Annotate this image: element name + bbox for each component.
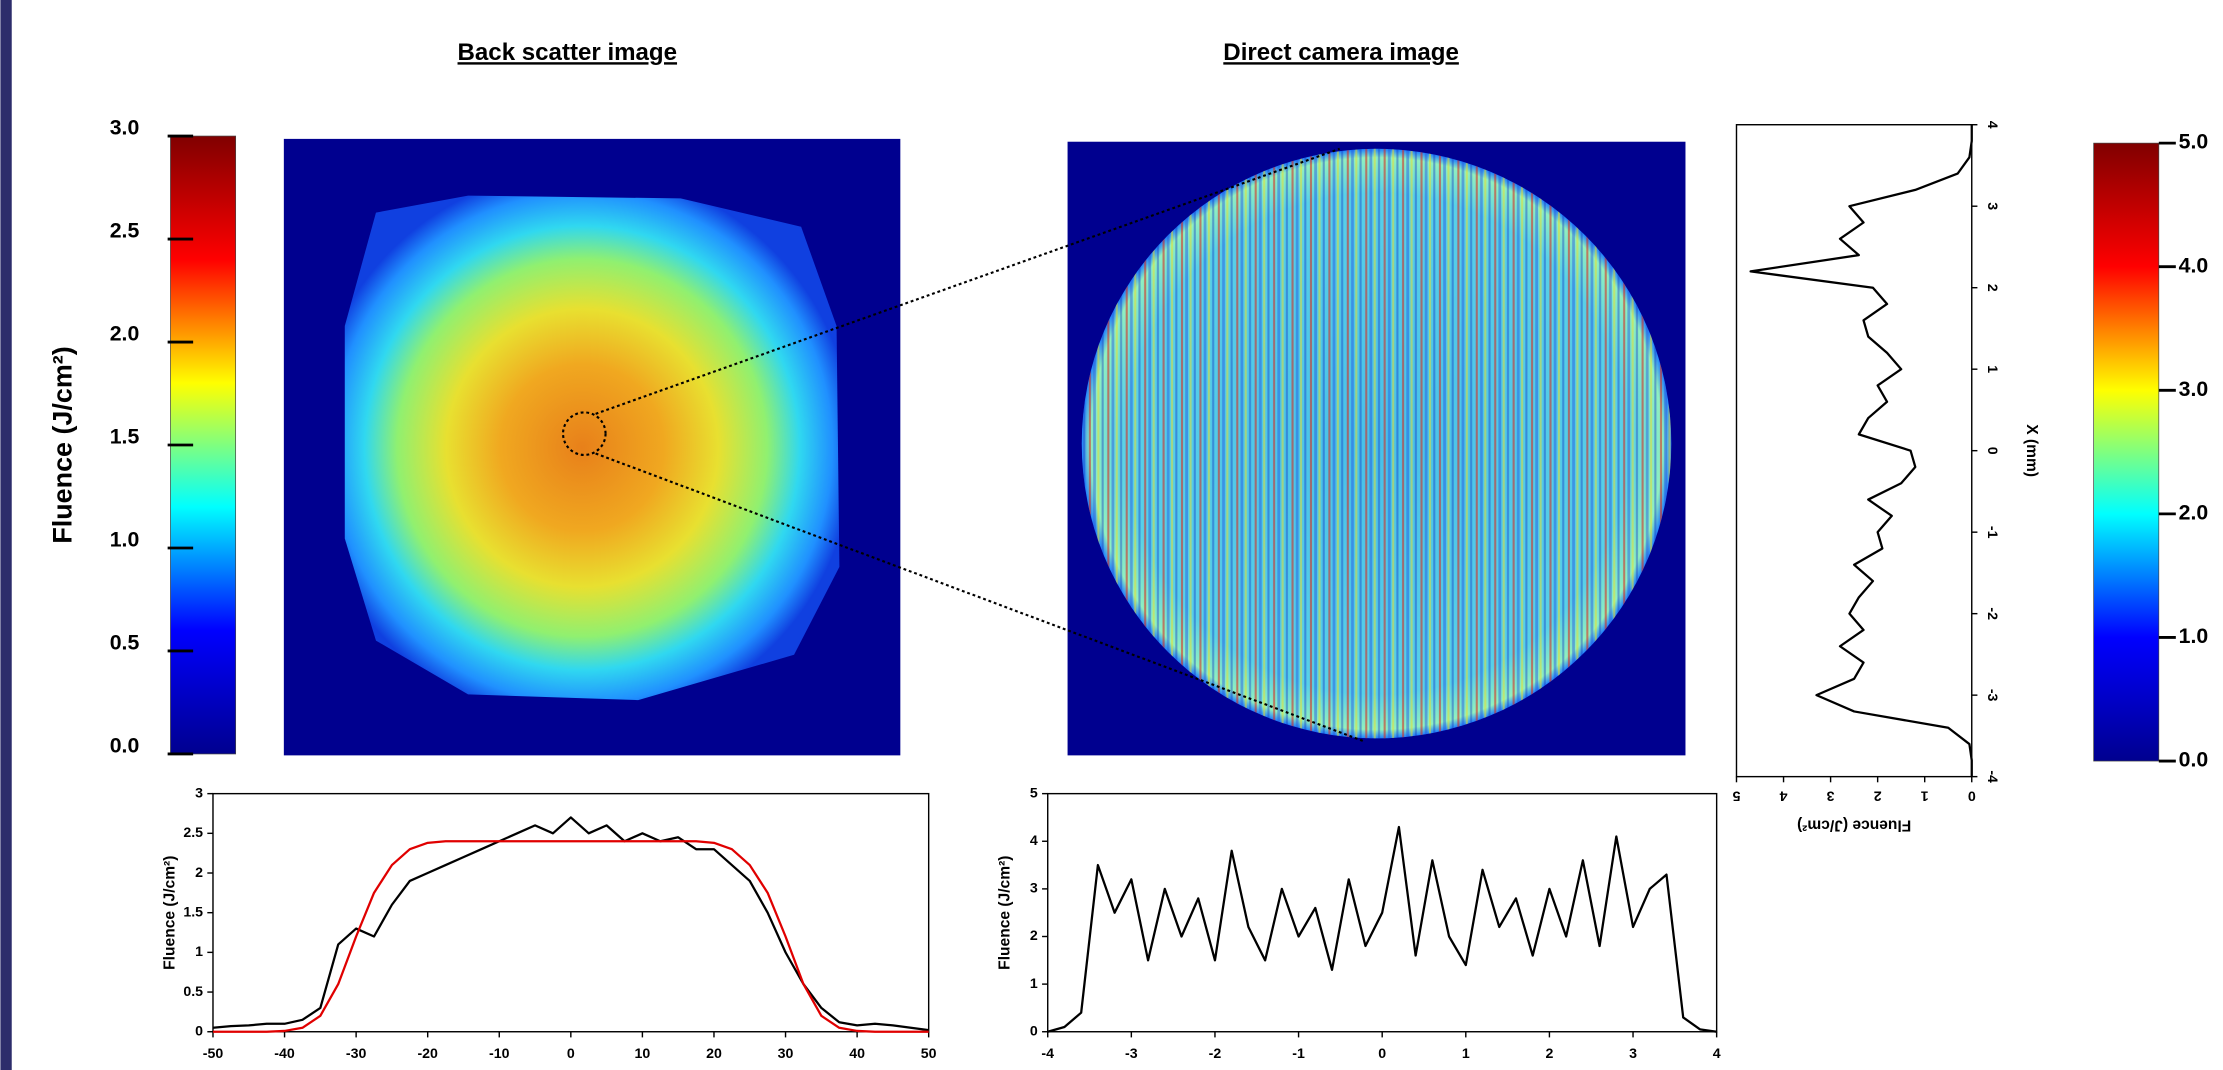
- tick-label: 4: [1779, 787, 1787, 803]
- tick-label: 1: [1984, 365, 2000, 373]
- axis-label: Fluence (J/cm²): [1797, 817, 1911, 834]
- beam-texture: [1081, 148, 1672, 739]
- tick-label: 30: [778, 1046, 794, 1062]
- tick-label: 3: [1827, 787, 1835, 803]
- tick-label: 4.0: [2179, 253, 2209, 277]
- zoom-line: [595, 452, 1365, 743]
- tick-label: 1: [195, 944, 203, 960]
- tick-label: -20: [417, 1046, 438, 1062]
- data-line: [212, 816, 929, 1032]
- tick-label: -1: [1984, 526, 2000, 539]
- tick-label: -3: [1984, 689, 2000, 702]
- axis-label: X (mm): [2023, 424, 2040, 477]
- tick-label: 3: [1030, 881, 1038, 897]
- tick-label: -40: [274, 1046, 295, 1062]
- tick-label: 3: [195, 785, 203, 801]
- tick-label: 3.0: [110, 116, 140, 140]
- tick-label: 3.0: [2179, 377, 2209, 401]
- tick-label: -2: [1984, 607, 2000, 620]
- tick-label: 1: [1030, 976, 1038, 992]
- tick-label: -4: [1984, 770, 2000, 783]
- tick-label: 40: [849, 1046, 865, 1062]
- tick-label: -1: [1292, 1046, 1305, 1062]
- tick-label: -2: [1209, 1046, 1222, 1062]
- data-line: [1047, 825, 1717, 1033]
- data-line: [212, 840, 929, 1033]
- tick-label: -50: [203, 1046, 224, 1062]
- tick-label: 0.0: [2179, 748, 2209, 772]
- zoom-line: [595, 147, 1341, 415]
- tick-label: -3: [1125, 1046, 1138, 1062]
- backscatter-beam: [344, 195, 840, 701]
- tick-label: 4: [1713, 1046, 1721, 1062]
- side-border: [0, 0, 12, 1070]
- tick-label: 2: [1984, 284, 2000, 292]
- tick-label: 0: [1984, 447, 2000, 455]
- tick-label: 2: [195, 865, 203, 881]
- axis-label: Fluence (J/cm²): [47, 346, 77, 543]
- tick-label: 0.5: [183, 984, 203, 1000]
- tick-label: -10: [489, 1046, 510, 1062]
- tick-label: 2: [1030, 928, 1038, 944]
- tick-label: 5.0: [2179, 130, 2209, 154]
- tick-label: 50: [921, 1046, 937, 1062]
- zoom-circle: [561, 411, 607, 456]
- tick-label: 0: [1030, 1023, 1038, 1039]
- tick-label: 0.0: [110, 733, 140, 757]
- tick-label: 5: [1030, 785, 1038, 801]
- tick-label: 10: [635, 1046, 651, 1062]
- tick-label: 2.5: [183, 825, 203, 841]
- tick-label: 2.0: [110, 322, 140, 346]
- tick-label: 2: [1874, 787, 1882, 803]
- data-line: [1749, 124, 1973, 777]
- tick-label: 0: [1968, 787, 1976, 803]
- tick-label: 2.0: [2179, 500, 2209, 524]
- tick-label: 20: [706, 1046, 722, 1062]
- plot-frame: [212, 792, 930, 1033]
- tick-label: 0.5: [110, 630, 140, 654]
- tick-label: 0: [567, 1046, 575, 1062]
- tick-label: 1: [1462, 1046, 1470, 1062]
- tick-label: 3: [1984, 202, 2000, 210]
- tick-label: 4: [1984, 121, 2000, 129]
- tick-label: 0: [195, 1023, 203, 1039]
- tick-label: 2.5: [110, 219, 140, 243]
- colorbar: [2093, 142, 2160, 762]
- tick-label: 3: [1629, 1046, 1637, 1062]
- tick-label: 1: [1921, 787, 1929, 803]
- tick-label: -30: [346, 1046, 367, 1062]
- tick-label: 1.5: [110, 425, 140, 449]
- tick-label: 5: [1732, 787, 1740, 803]
- chart-title: Back scatter image: [458, 39, 678, 66]
- tick-label: 2: [1545, 1046, 1553, 1062]
- chart-title: Direct camera image: [1223, 39, 1459, 66]
- tick-label: 0: [1378, 1046, 1386, 1062]
- axis-label: Fluence (J/cm²): [996, 856, 1013, 970]
- axis-label: Fluence (J/cm²): [162, 856, 179, 970]
- tick-label: 1.0: [110, 528, 140, 552]
- tick-label: 4: [1030, 833, 1038, 849]
- tick-label: 1.5: [183, 904, 203, 920]
- tick-label: 1.0: [2179, 624, 2209, 648]
- tick-label: -4: [1041, 1046, 1054, 1062]
